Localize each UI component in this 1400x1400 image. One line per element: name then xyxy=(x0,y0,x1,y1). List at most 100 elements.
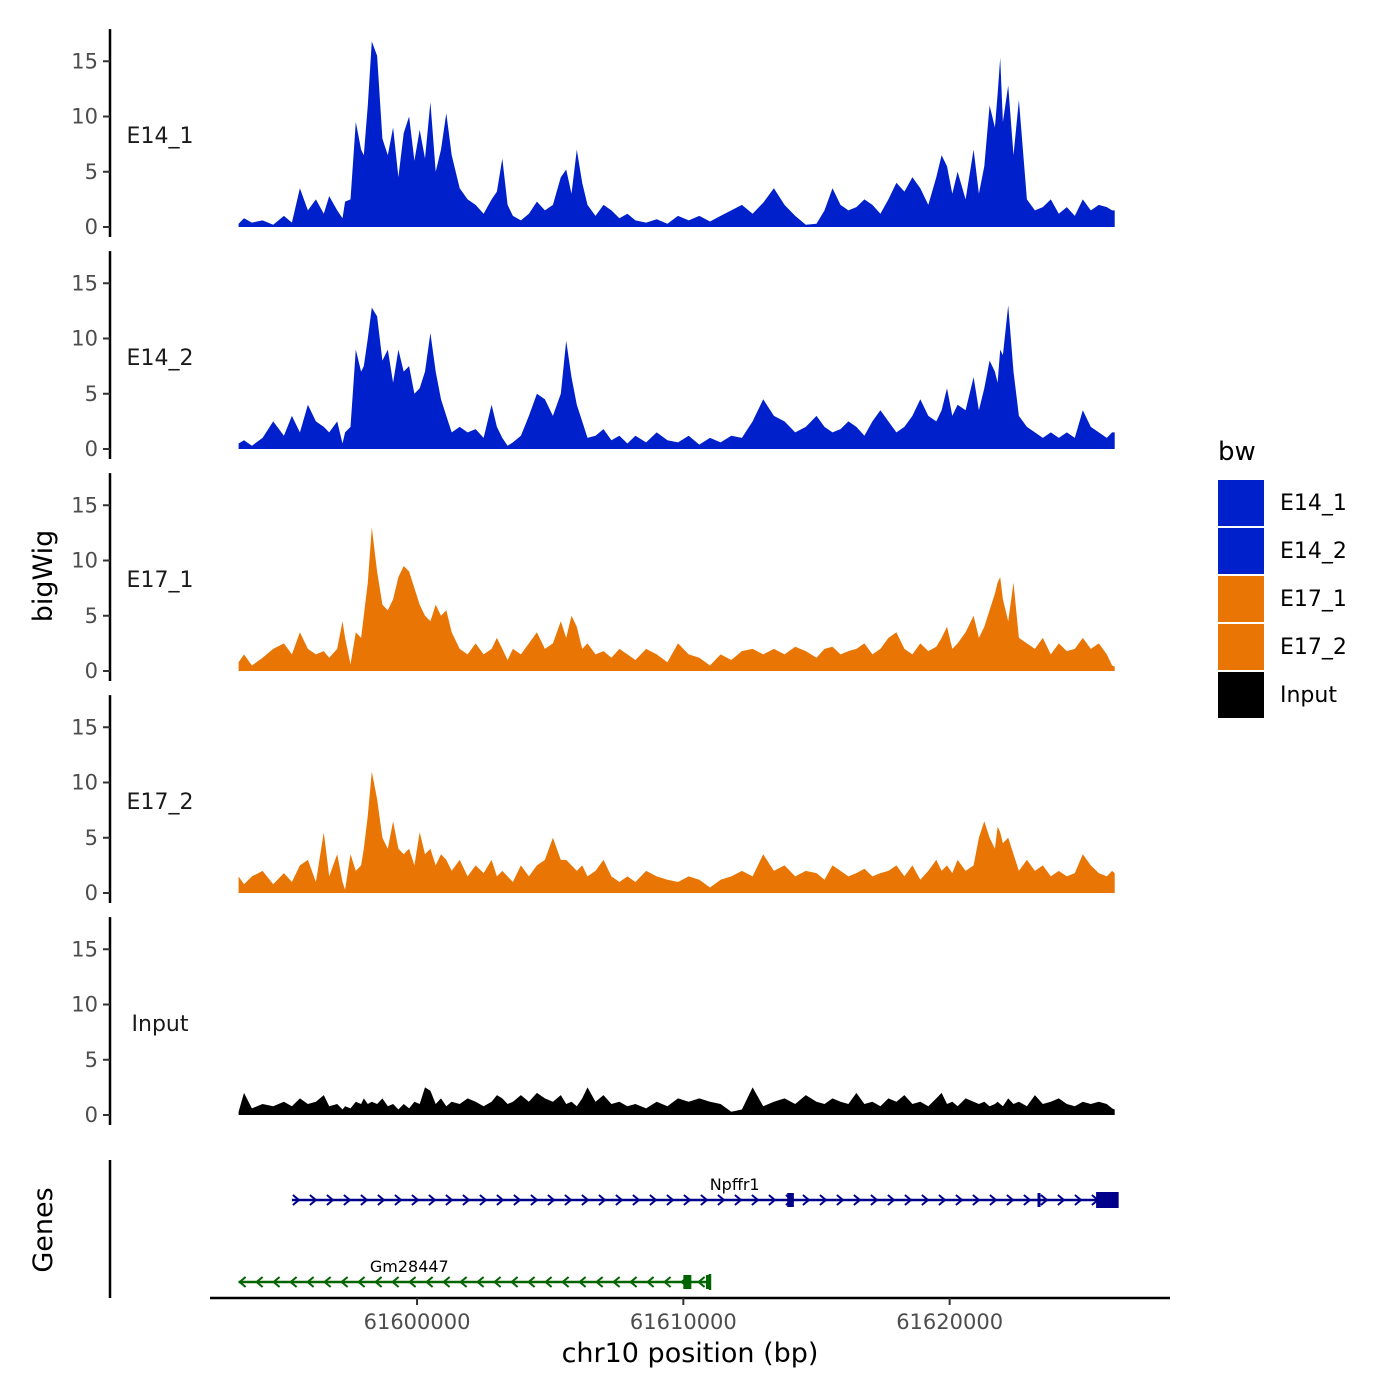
track-label: E17_2 xyxy=(127,790,194,815)
strand-chevron xyxy=(768,1194,777,1206)
strand-chevron xyxy=(595,1276,604,1288)
track-area-E14_1 xyxy=(238,41,1115,228)
strand-chevron xyxy=(1023,1194,1032,1206)
legend-swatch-E17_1 xyxy=(1218,576,1264,622)
strand-chevron xyxy=(255,1276,264,1288)
exon xyxy=(705,1275,709,1289)
exon xyxy=(787,1193,794,1207)
track-panel-E17_2: 0 5 10 15 E17_2 xyxy=(71,695,1115,905)
strand-chevron xyxy=(394,1194,403,1206)
strand-chevron xyxy=(326,1194,335,1206)
strand-chevron xyxy=(292,1194,301,1206)
strand-chevron xyxy=(819,1194,828,1206)
strand-chevron xyxy=(581,1194,590,1206)
y-tick-label: 15 xyxy=(71,271,98,295)
strand-chevron xyxy=(527,1276,536,1288)
y-tick-label: 0 xyxy=(85,1103,98,1127)
strand-chevron xyxy=(598,1194,607,1206)
track-label: E14_1 xyxy=(127,124,194,149)
strand-chevron xyxy=(530,1194,539,1206)
strand-chevron xyxy=(663,1276,672,1288)
track-panel-Input: 0 5 10 15 Input xyxy=(71,917,1115,1127)
track-label: Input xyxy=(132,1012,189,1037)
track-area-E17_1 xyxy=(238,527,1115,671)
strand-chevron xyxy=(476,1276,485,1288)
strand-chevron xyxy=(462,1194,471,1206)
strand-chevron xyxy=(445,1194,454,1206)
strand-chevron xyxy=(272,1276,281,1288)
y-tick-label: 15 xyxy=(71,937,98,961)
strand-chevron xyxy=(411,1194,420,1206)
strand-chevron xyxy=(700,1194,709,1206)
legend-label-Input: Input xyxy=(1280,683,1337,708)
strand-chevron xyxy=(289,1276,298,1288)
strand-chevron xyxy=(425,1276,434,1288)
y-tick-label: 10 xyxy=(71,993,98,1017)
y-tick-label: 5 xyxy=(85,604,98,628)
y-tick-label: 5 xyxy=(85,160,98,184)
genes-panel-title: Genes xyxy=(28,1187,59,1272)
strand-chevron xyxy=(513,1194,522,1206)
strand-chevron xyxy=(717,1194,726,1206)
strand-chevron xyxy=(374,1276,383,1288)
genes-panel: Npffr1 Gm28447 xyxy=(108,1160,1119,1298)
legend-swatch-E14_2 xyxy=(1218,528,1264,574)
y-tick-label: 10 xyxy=(71,105,98,129)
strand-chevron xyxy=(343,1194,352,1206)
y-tick-label: 10 xyxy=(71,771,98,795)
strand-chevron xyxy=(646,1276,655,1288)
y-tick-label: 15 xyxy=(71,493,98,517)
strand-chevron xyxy=(1074,1194,1083,1206)
strand-chevron xyxy=(649,1194,658,1206)
y-tick-label: 15 xyxy=(71,715,98,739)
strand-chevron xyxy=(1057,1194,1066,1206)
y-axis-title: bigWig xyxy=(28,530,59,623)
strand-chevron xyxy=(666,1194,675,1206)
y-tick-label: 10 xyxy=(71,327,98,351)
strand-chevron xyxy=(306,1276,315,1288)
gene-Npffr1: Npffr1 xyxy=(291,1175,1119,1208)
strand-chevron xyxy=(442,1276,451,1288)
gene-name-label: Npffr1 xyxy=(710,1175,760,1194)
strand-chevron xyxy=(632,1194,641,1206)
strand-chevron xyxy=(615,1194,624,1206)
legend-title: bw xyxy=(1218,437,1256,467)
strand-chevron xyxy=(496,1194,505,1206)
strand-chevron xyxy=(564,1194,573,1206)
strand-chevron xyxy=(459,1276,468,1288)
strand-chevron xyxy=(989,1194,998,1206)
strand-chevron xyxy=(544,1276,553,1288)
strand-chevron xyxy=(309,1194,318,1206)
legend-swatch-E14_1 xyxy=(1218,480,1264,526)
x-tick-label: 61610000 xyxy=(630,1310,737,1334)
strand-chevron xyxy=(547,1194,556,1206)
track-panel-E17_1: 0 5 10 15 E17_1 xyxy=(71,473,1115,683)
exon xyxy=(1037,1193,1041,1207)
strand-chevron xyxy=(870,1194,879,1206)
strand-chevron xyxy=(1040,1194,1049,1206)
legend-swatch-Input xyxy=(1218,672,1264,718)
y-tick-label: 5 xyxy=(85,1048,98,1072)
track-label: E14_2 xyxy=(127,346,194,371)
strand-chevron xyxy=(734,1194,743,1206)
strand-chevron xyxy=(1006,1194,1015,1206)
strand-chevron xyxy=(360,1194,369,1206)
legend-label-E17_1: E17_1 xyxy=(1280,587,1347,612)
strand-chevron xyxy=(887,1194,896,1206)
strand-chevron xyxy=(323,1276,332,1288)
exon xyxy=(683,1275,692,1289)
y-tick-label: 5 xyxy=(85,826,98,850)
y-tick-label: 10 xyxy=(71,549,98,573)
legend-label-E14_2: E14_2 xyxy=(1280,539,1347,564)
x-tick-label: 61620000 xyxy=(896,1310,1003,1334)
strand-chevron xyxy=(408,1276,417,1288)
y-tick-label: 0 xyxy=(85,215,98,239)
exon xyxy=(1096,1192,1118,1208)
y-tick-label: 15 xyxy=(71,49,98,73)
strand-chevron xyxy=(612,1276,621,1288)
strand-chevron xyxy=(972,1194,981,1206)
strand-chevron xyxy=(340,1276,349,1288)
strand-chevron xyxy=(683,1194,692,1206)
